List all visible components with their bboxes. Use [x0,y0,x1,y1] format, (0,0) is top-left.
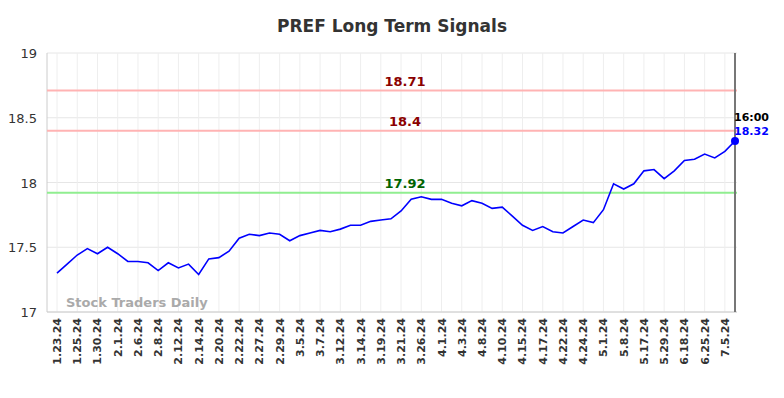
y-tick-label: 18 [20,176,37,191]
reference-line [47,130,737,132]
grid-line [360,53,361,312]
grid-line [47,53,737,54]
axis-line [47,53,48,312]
grid-line [583,53,584,312]
x-tick-label: 2.29.24 [274,318,287,365]
reference-label: 18.71 [384,74,425,89]
grid-line [461,53,462,312]
reference-label: 17.92 [384,176,425,191]
x-tick-label: 4.1.24 [436,318,449,357]
grid-line [239,53,240,312]
grid-line [542,53,543,312]
x-tick-label: 3.5.24 [294,318,307,357]
title: PREF Long Term Signals [277,16,507,36]
chart: PREF Long Term Signals 17 17.5 18 18.5 19 1.23… [0,0,784,398]
grid-line [299,53,300,312]
x-tick-label: 4.3.24 [456,318,469,357]
x-tick-label: 4.24.24 [577,318,590,365]
plot-area [47,91,737,275]
x-tick-label: 6.25.24 [699,318,712,365]
grid-line [320,53,321,312]
grid-line [97,53,98,312]
x-tick-label: 4.17.24 [537,318,550,365]
y-tick-label: 17 [20,305,37,320]
x-tick-label: 1.23.24 [51,318,64,365]
watermark: Stock Traders Daily [66,295,208,310]
x-tick-label: 2.20.24 [213,318,226,365]
grid-line [603,53,604,312]
x-tick-label: 3.21.24 [395,318,408,365]
x-tick-label: 1.30.24 [91,318,104,365]
grid-line [77,53,78,312]
grid-line [178,53,179,312]
axis-line [47,312,737,313]
x-tick-label: 5.29.24 [658,318,671,365]
grid-line [522,53,523,312]
y-tick-label: 19 [20,46,37,61]
grid-line [684,53,685,312]
x-tick-label: 4.22.24 [557,318,570,365]
reference-label: 18.4 [389,114,421,129]
grid-line [117,53,118,312]
y-tick-label: 18.5 [8,111,37,126]
x-tick-label: 3.19.24 [375,318,388,365]
x-tick-label: 2.1.24 [112,318,125,357]
reference-line [47,192,737,194]
grid-line [47,247,737,248]
x-tick-label: 4.10.24 [496,318,509,365]
x-tick-label: 5.17.24 [638,318,651,365]
x-tick-label: 3.12.24 [334,318,347,365]
grid-line [562,53,563,312]
grid-line [623,53,624,312]
grid-line [279,53,280,312]
grid-line [158,53,159,312]
x-tick-label: 5.1.24 [597,318,610,357]
grid-line [441,53,442,312]
grid-line [724,53,725,312]
x-tick-label: 4.15.24 [516,318,529,365]
x-tick-label: 3.7.24 [314,318,327,357]
last-value: 18.32 [734,125,769,138]
x-tick-label: 2.14.24 [193,318,206,365]
grid-line [47,312,737,313]
x-tick-label: 3.26.24 [415,318,428,365]
y-tick-label: 17.5 [8,240,37,255]
grid-line [137,53,138,312]
grid-line [340,53,341,312]
x-tick-label: 2.12.24 [172,318,185,365]
current-line [734,53,736,312]
x-tick-label: 2.6.24 [132,318,145,357]
x-tick-label: 7.5.24 [719,318,732,357]
x-tick-label: 2.27.24 [253,318,266,365]
x-tick-label: 1.25.24 [71,318,84,365]
x-tick-label: 2.8.24 [152,318,165,357]
time-annotation: 16:00 [734,111,769,124]
grid-line [643,53,644,312]
grid-line [259,53,260,312]
grid-line [218,53,219,312]
grid-line [664,53,665,312]
x-tick-label: 3.14.24 [355,318,368,365]
last-point [731,137,739,145]
grid-line [704,53,705,312]
price-line [57,141,735,274]
reference-line [47,90,737,92]
x-tick-label: 2.22.24 [233,318,246,365]
grid-line [482,53,483,312]
x-tick-label: 5.8.24 [618,318,631,357]
x-tick-label: 6.18.24 [678,318,691,365]
grid-line [380,53,381,312]
grid-line [502,53,503,312]
x-tick-label: 4.8.24 [476,318,489,357]
